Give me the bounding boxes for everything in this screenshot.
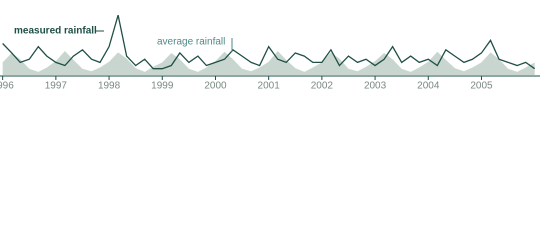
x-tick-label: 2002 bbox=[311, 81, 334, 92]
x-tick-label: 2001 bbox=[258, 81, 281, 92]
x-tick-label: 1998 bbox=[98, 81, 121, 92]
x-tick-label: 2004 bbox=[417, 81, 440, 92]
x-tick-label: 2003 bbox=[364, 81, 387, 92]
annotation: measured rainfall bbox=[14, 26, 97, 37]
x-tick-label: 2005 bbox=[470, 81, 493, 92]
annotation: average rainfall bbox=[157, 37, 225, 48]
chart: measured rainfall average rainfall 1996 1… bbox=[0, 14, 540, 92]
area bbox=[2, 51, 535, 75]
x-tick-label: 1996 bbox=[0, 81, 14, 92]
x-tick-label: 1999 bbox=[151, 81, 174, 92]
x-tick-label: 1997 bbox=[45, 81, 68, 92]
x-tick-label: 2000 bbox=[204, 81, 227, 92]
line bbox=[2, 14, 536, 70]
